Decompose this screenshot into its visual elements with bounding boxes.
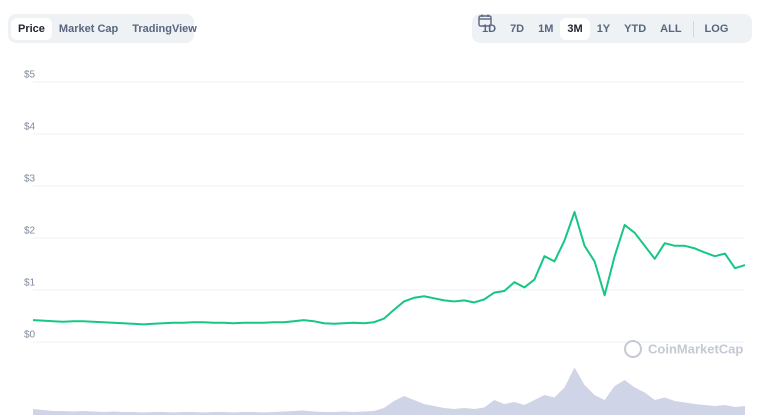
view-tabs: Price Market Cap TradingView bbox=[8, 14, 197, 43]
tab[interactable]: Market Cap bbox=[58, 22, 119, 35]
tab[interactable]: Price bbox=[11, 17, 52, 40]
range-button[interactable]: YTD bbox=[624, 22, 647, 35]
range-button[interactable]: ALL bbox=[660, 22, 682, 35]
range-button[interactable]: 3M bbox=[560, 17, 590, 40]
range-button[interactable]: 1M bbox=[538, 22, 554, 35]
calendar-button[interactable] bbox=[478, 14, 492, 27]
watermark: CoinMarketCap bbox=[624, 340, 743, 358]
range-button[interactable]: 1Y bbox=[596, 22, 611, 35]
range-selector: 1D 7D 1M 3M 1Y YTD ALL LOG bbox=[472, 14, 752, 43]
y-tick-label: $5 bbox=[24, 70, 36, 81]
log-button[interactable]: LOG bbox=[704, 22, 729, 35]
y-tick-label: $0 bbox=[24, 330, 36, 341]
volume-area bbox=[33, 367, 745, 415]
range-button[interactable]: 7D bbox=[510, 22, 525, 35]
y-tick-label: $2 bbox=[24, 226, 36, 237]
y-tick-label: $3 bbox=[24, 174, 36, 185]
watermark-text: CoinMarketCap bbox=[648, 341, 743, 356]
y-tick-label: $1 bbox=[24, 278, 36, 289]
watermark-logo bbox=[624, 340, 642, 358]
tab[interactable]: TradingView bbox=[132, 22, 197, 35]
price-line bbox=[32, 211, 746, 326]
separator bbox=[692, 20, 694, 37]
y-tick-label: $4 bbox=[24, 122, 36, 133]
